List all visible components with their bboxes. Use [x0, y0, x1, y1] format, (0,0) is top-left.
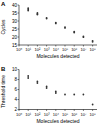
point	[73, 94, 75, 96]
y-tick	[18, 29, 20, 30]
y-axis-label: Cycles	[0, 19, 6, 35]
point	[64, 94, 66, 96]
points	[27, 75, 93, 105]
y-tick	[18, 99, 20, 100]
point	[73, 32, 75, 34]
panel-title: A	[1, 1, 6, 7]
point	[37, 12, 39, 14]
y-tick	[18, 21, 20, 22]
y-tick-label: 6	[14, 87, 17, 92]
point	[83, 94, 85, 96]
y-tick-label: 35	[12, 11, 18, 16]
x-tick-label: 10⁵	[62, 112, 68, 117]
x-tick-label: 10¹	[25, 47, 31, 52]
point	[37, 82, 39, 84]
y-tick	[18, 13, 20, 14]
point	[64, 26, 66, 28]
point	[27, 77, 29, 79]
x-axis-line	[19, 109, 97, 110]
y-tick-label: 30	[12, 19, 18, 24]
point	[46, 18, 48, 20]
point	[37, 14, 39, 16]
x-tick-label: 10⁴	[53, 112, 59, 117]
point	[92, 104, 94, 106]
x-tick-label: 10⁸	[90, 112, 96, 117]
point	[37, 13, 39, 15]
x-tick-label: 10²	[35, 47, 41, 52]
y-tick	[18, 69, 20, 70]
point	[83, 35, 85, 37]
point	[73, 31, 75, 33]
point	[92, 40, 94, 42]
x-tick-label: 10⁸	[90, 47, 96, 52]
point	[27, 10, 29, 12]
figure: A15202530354010⁰10¹10²10³10⁴10⁵10⁶10⁷10⁸…	[0, 0, 100, 129]
y-tick	[18, 89, 20, 90]
y-tick	[18, 109, 20, 110]
x-axis-line	[19, 45, 97, 46]
x-tick-label: 10¹	[25, 112, 31, 117]
y-tick-label: 4	[14, 97, 17, 102]
point	[83, 36, 85, 38]
y-tick-label: 8	[14, 77, 17, 82]
x-tick-label: 10⁰	[16, 112, 22, 117]
y-tick	[18, 45, 20, 46]
x-axis-label: Molecules detected	[36, 118, 79, 124]
x-tick-label: 10²	[35, 112, 41, 117]
point	[55, 22, 57, 24]
x-tick-label: 10⁶	[71, 47, 77, 52]
point	[64, 27, 66, 29]
x-tick-label: 10⁷	[80, 112, 86, 117]
y-axis-label: Threshold time	[0, 75, 6, 108]
x-tick-label: 10⁴	[53, 47, 59, 52]
point	[27, 75, 29, 77]
x-tick-label: 10³	[44, 112, 50, 117]
y-tick-label: 25	[12, 27, 18, 32]
point	[92, 41, 94, 43]
points	[27, 7, 93, 42]
x-tick-label: 10⁷	[80, 47, 86, 52]
point	[55, 92, 57, 94]
y-tick	[18, 79, 20, 80]
y-tick-label: 10	[12, 67, 18, 72]
y-tick	[18, 5, 20, 6]
y-tick-label: 40	[12, 3, 18, 8]
x-tick-label: 10⁶	[71, 112, 77, 117]
x-tick-label: 10⁵	[62, 47, 68, 52]
y-tick-label: 20	[12, 35, 18, 40]
y-axis-line	[19, 70, 20, 110]
panel-title: B	[1, 66, 6, 72]
panel: B24681010⁰10¹10²10³10⁴10⁵10⁶10⁷10⁸Molecu…	[0, 66, 97, 124]
point	[46, 17, 48, 19]
y-axis-line	[19, 5, 20, 45]
x-tick-label: 10⁰	[16, 47, 22, 52]
panel: A15202530354010⁰10¹10²10³10⁴10⁵10⁶10⁷10⁸…	[0, 1, 97, 59]
x-tick-label: 10³	[44, 47, 50, 52]
y-tick	[18, 37, 20, 38]
point	[46, 87, 48, 89]
point	[55, 23, 57, 25]
x-axis-label: Molecules detected	[36, 53, 79, 59]
